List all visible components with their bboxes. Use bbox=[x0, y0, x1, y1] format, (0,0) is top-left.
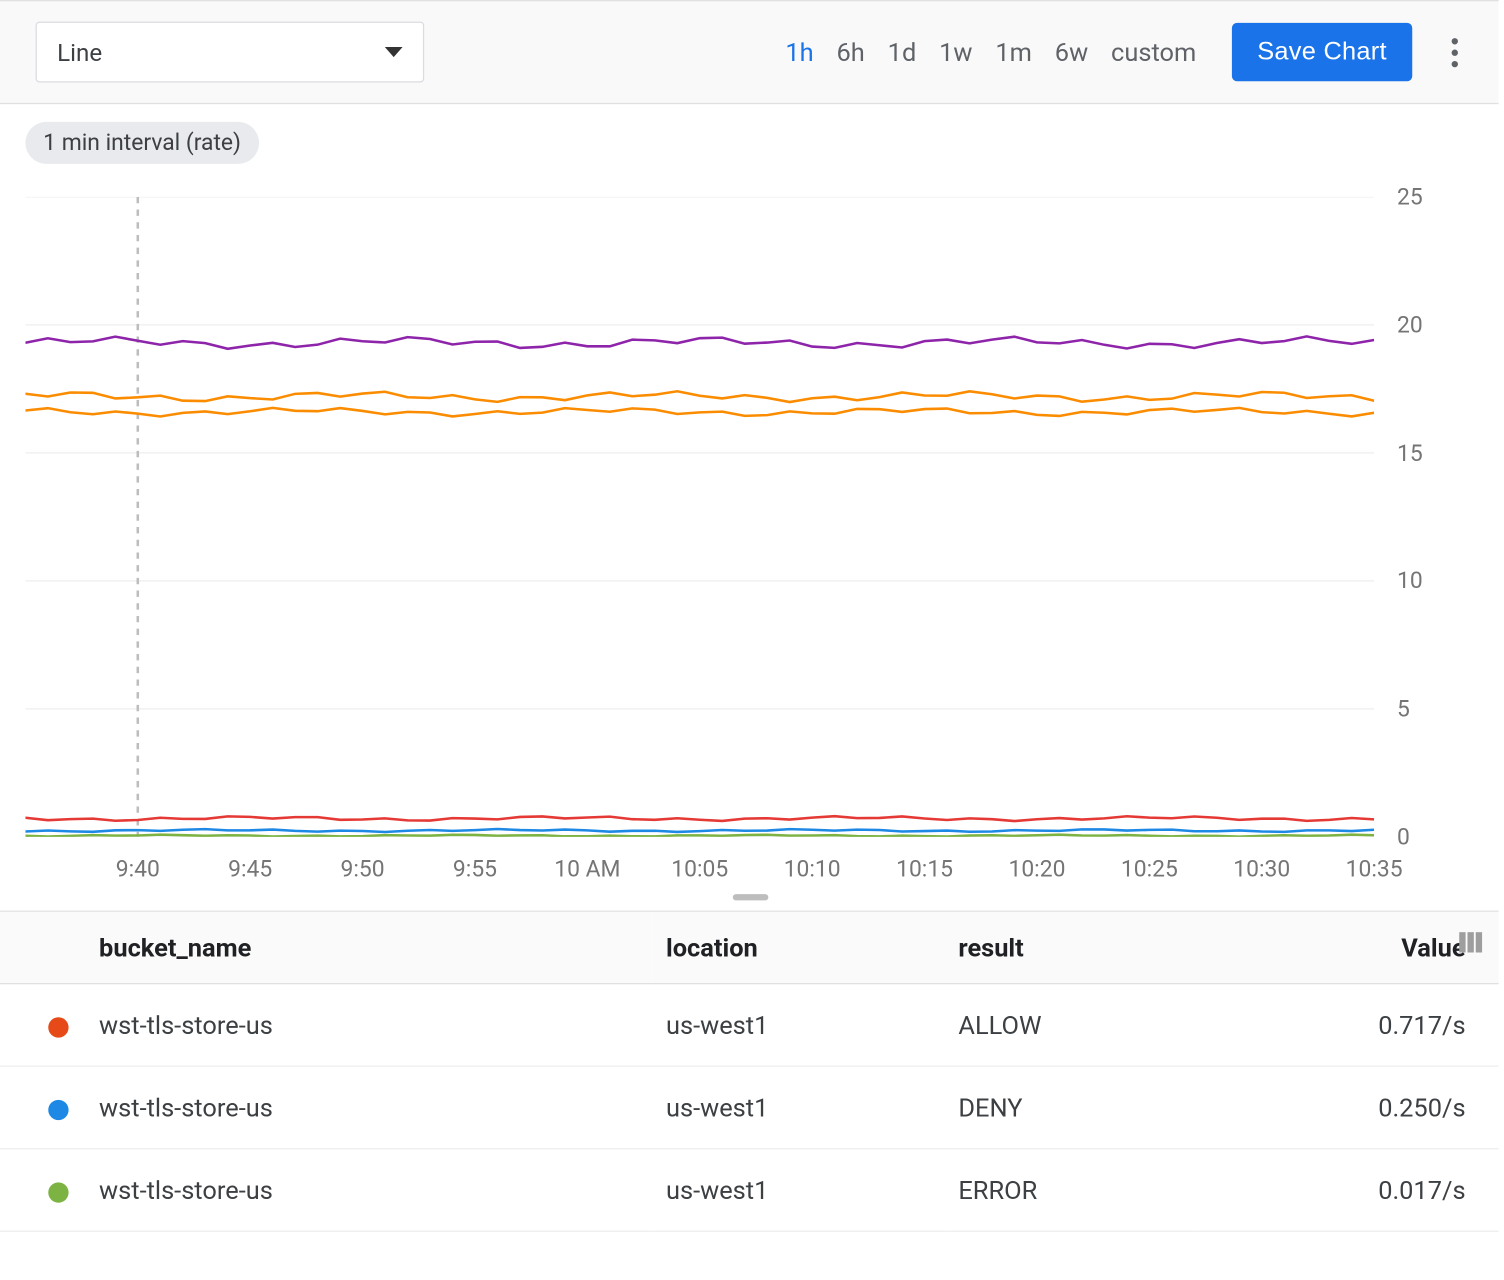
col-bucket-name[interactable]: bucket_name bbox=[0, 912, 653, 984]
cell-location: us-west1 bbox=[653, 984, 945, 1067]
interval-badge: 1 min interval (rate) bbox=[25, 122, 258, 164]
y-tick-label: 0 bbox=[1379, 824, 1476, 851]
x-tick-label: 9:55 bbox=[453, 856, 497, 883]
series-dot-icon bbox=[48, 1099, 68, 1119]
chart-area: 1 min interval (rate) 0 5 10 15 20 25 9:40 9:45… bbox=[0, 104, 1499, 910]
series-dot-icon bbox=[48, 1017, 68, 1037]
save-chart-button[interactable]: Save Chart bbox=[1232, 23, 1412, 81]
cell-bucket-name: wst-tls-store-us bbox=[99, 1175, 273, 1205]
x-tick-label: 10:05 bbox=[671, 856, 728, 883]
x-tick-label: 10:10 bbox=[784, 856, 841, 883]
time-range-1w[interactable]: 1w bbox=[939, 37, 972, 67]
line-chart[interactable]: 0 5 10 15 20 25 9:40 9:45 9:50 9:55 10 AM 10:05 10:1… bbox=[25, 171, 1475, 882]
toolbar: Line 1h 6h 1d 1w 1m 6w custom Save Chart bbox=[0, 0, 1499, 104]
x-tick-label: 9:40 bbox=[116, 856, 160, 883]
x-tick-label: 10:30 bbox=[1233, 856, 1290, 883]
y-tick-label: 15 bbox=[1379, 440, 1476, 467]
time-range-picker: 1h 6h 1d 1w 1m 6w custom bbox=[785, 37, 1196, 67]
col-location[interactable]: location bbox=[653, 912, 945, 984]
table-row[interactable]: wst-tls-store-us us-west1ERROR0.017/s bbox=[0, 1149, 1499, 1232]
col-result[interactable]: result bbox=[946, 912, 1194, 984]
cell-location: us-west1 bbox=[653, 1066, 945, 1149]
y-tick-label: 20 bbox=[1379, 312, 1476, 339]
x-tick-label: 10 AM bbox=[554, 856, 620, 883]
table-row[interactable]: wst-tls-store-us us-west1DENY0.250/s bbox=[0, 1066, 1499, 1149]
cell-value: 0.717/s bbox=[1194, 984, 1499, 1067]
time-range-6w[interactable]: 6w bbox=[1055, 37, 1088, 67]
col-value[interactable]: Value bbox=[1194, 912, 1499, 984]
time-range-1h[interactable]: 1h bbox=[785, 37, 813, 67]
cell-location: us-west1 bbox=[653, 1149, 945, 1232]
column-chooser-icon[interactable] bbox=[1455, 927, 1485, 957]
chevron-down-icon bbox=[385, 47, 403, 57]
cell-bucket-name: wst-tls-store-us bbox=[99, 1010, 273, 1040]
cell-bucket-name: wst-tls-store-us bbox=[99, 1092, 273, 1122]
x-tick-label: 10:15 bbox=[896, 856, 953, 883]
x-tick-label: 10:25 bbox=[1121, 856, 1178, 883]
time-range-1m[interactable]: 1m bbox=[995, 37, 1032, 67]
y-tick-label: 10 bbox=[1379, 568, 1476, 595]
chart-type-select[interactable]: Line bbox=[36, 22, 425, 83]
table-header-row: bucket_name location result Value bbox=[0, 912, 1499, 984]
legend-table: bucket_name location result Value wst-tl… bbox=[0, 911, 1499, 1232]
x-tick-label: 10:20 bbox=[1008, 856, 1065, 883]
cell-result: ALLOW bbox=[946, 984, 1194, 1067]
cell-value: 0.250/s bbox=[1194, 1066, 1499, 1149]
time-range-6h[interactable]: 6h bbox=[837, 37, 865, 67]
time-range-1d[interactable]: 1d bbox=[888, 37, 917, 67]
drag-handle-icon[interactable] bbox=[25, 883, 1475, 911]
more-options-icon[interactable] bbox=[1435, 37, 1473, 66]
x-tick-label: 10:35 bbox=[1346, 856, 1403, 883]
cell-result: DENY bbox=[946, 1066, 1194, 1149]
y-tick-label: 25 bbox=[1379, 184, 1476, 211]
x-tick-label: 9:50 bbox=[341, 856, 385, 883]
table-row[interactable]: wst-tls-store-us us-west1ALLOW0.717/s bbox=[0, 984, 1499, 1067]
y-tick-label: 5 bbox=[1379, 696, 1476, 723]
cell-value: 0.017/s bbox=[1194, 1149, 1499, 1232]
series-dot-icon bbox=[48, 1182, 68, 1202]
x-tick-label: 9:45 bbox=[228, 856, 272, 883]
chart-type-label: Line bbox=[57, 37, 102, 66]
time-range-custom[interactable]: custom bbox=[1111, 37, 1196, 67]
cell-result: ERROR bbox=[946, 1149, 1194, 1232]
